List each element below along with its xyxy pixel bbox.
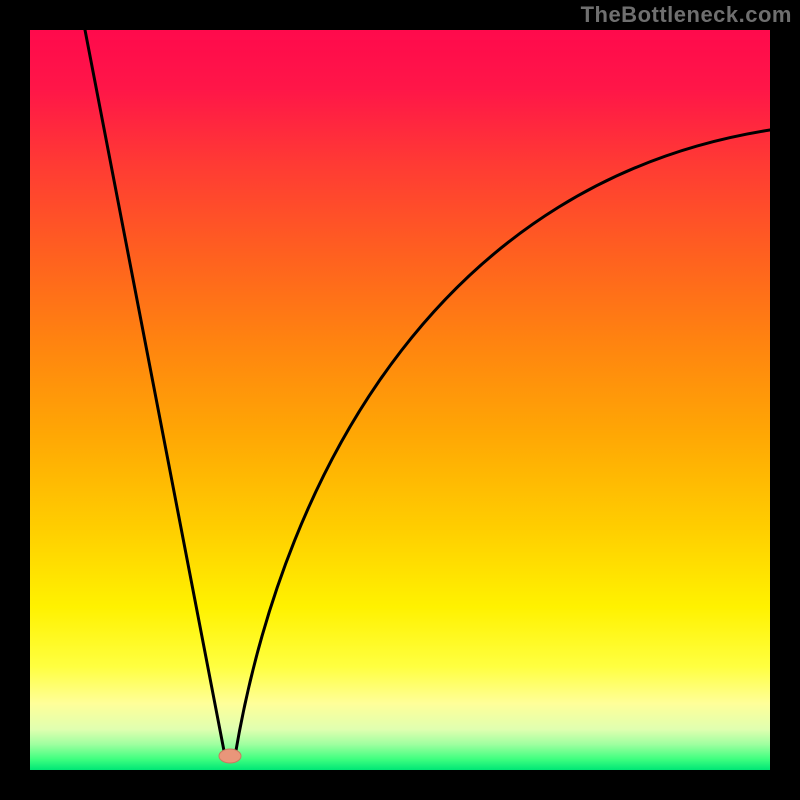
plot-svg	[30, 30, 770, 770]
watermark-text: TheBottleneck.com	[581, 2, 792, 28]
chart-frame: TheBottleneck.com	[0, 0, 800, 800]
plot-area	[30, 30, 770, 770]
gradient-background	[30, 30, 770, 770]
optimal-point-marker	[219, 749, 241, 763]
